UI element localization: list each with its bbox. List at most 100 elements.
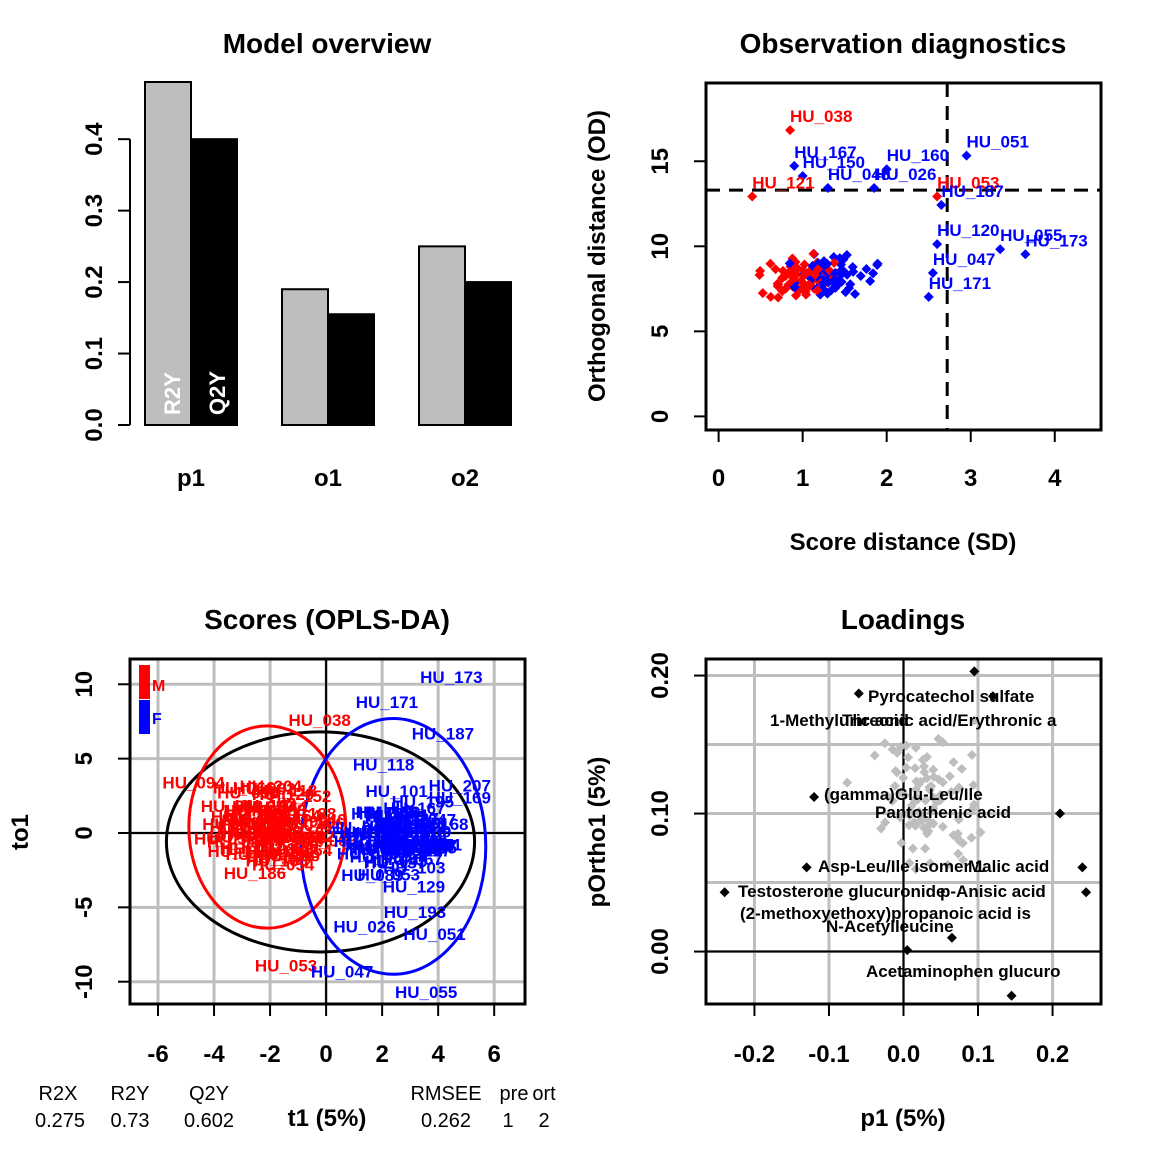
diagnostics-point-f (819, 277, 830, 288)
overview-y-tick-label: 0.3 (81, 194, 108, 227)
loadings-grey-point (890, 765, 901, 776)
scores-point-label-m: HU_172 (211, 807, 273, 826)
loadings-grey-point (880, 817, 891, 828)
scores-point-label-f: HU_053 (358, 866, 420, 885)
scores-point-label-m: HU_150 (210, 818, 272, 837)
overview-bar-q2y-o1 (327, 313, 375, 427)
scores-point-label: HU_051 (403, 925, 465, 944)
scores-point-label-m: HU_040 (284, 811, 346, 830)
diagnostics-point-label: HU_160 (887, 146, 949, 165)
scores-point-label-f: HU_085 (377, 834, 439, 853)
loadings-x-tick-label: 0.2 (1036, 1041, 1069, 1068)
model-overview-panel: Model overview 0.0 0.1 0.2 0.3 0.4 p1 o1 o2 R2… (81, 28, 512, 492)
model-summary: R2X R2Y Q2Y RMSEE pre ort 0.275 0.73 0.6… (35, 1083, 556, 1132)
diagnostics-point-label: HU_121 (752, 173, 814, 192)
scores-point-label-f: HU_167 (383, 799, 445, 818)
overview-title: Model overview (223, 28, 432, 59)
scores-point-label: HU_055 (395, 983, 457, 1002)
loadings-point-label: Acetaminophen glucuro (866, 962, 1061, 981)
scores-point-label-f: HU_115 (332, 823, 393, 842)
loadings-grey-point (966, 832, 977, 843)
scores-y-tick-label: 5 (71, 752, 98, 765)
diagnostics-plot-box (704, 81, 1103, 432)
loadings-grey-point (887, 795, 898, 806)
loadings-y-label: pOrtho1 (5%) (584, 757, 611, 908)
diagnostics-point-m (790, 290, 801, 301)
scores-point-label-f: HU_101 (365, 782, 427, 801)
scores-point-label-f: HU_195 (392, 792, 454, 811)
scores-point-label-f: HU_185 (345, 836, 407, 855)
loadings-grey-point (910, 820, 921, 831)
scores-point-label-m: HU_146 (226, 805, 288, 824)
scores-point-label-m: HU_160 (248, 842, 310, 861)
scores-point-label-m: HU_188 (274, 805, 336, 824)
loadings-grey-point (903, 820, 914, 831)
scores-point-label: HU_168 (406, 815, 468, 834)
scores-point-label: HU_207 (429, 776, 491, 795)
diagnostics-labeled-point (932, 239, 943, 250)
diagnostics-point-f (868, 268, 879, 279)
loadings-grey-point (901, 740, 912, 751)
loadings-x-tick-label: 0.1 (961, 1041, 994, 1068)
scores-point-label: HU_053 (255, 956, 317, 975)
scores-point-label-m: HU_122 (222, 824, 284, 843)
legend-label-f: F (152, 711, 162, 728)
scores-y-tick-label: -10 (71, 964, 98, 999)
scores-point-label-m: HU_148 (202, 815, 264, 834)
loadings-highlight-point (902, 945, 913, 956)
scores-y-tick-label: 10 (71, 671, 98, 698)
loadings-highlight-point (719, 887, 730, 898)
loadings-point-label: p-Anisic acid (940, 882, 1046, 901)
diagnostics-labeled-point (822, 182, 833, 193)
scores-point-label-m: HU_106 (282, 814, 344, 833)
scores-point-label-f: HU_099 (337, 845, 399, 864)
diagnostics-point-label: HU_173 (1025, 231, 1087, 250)
loadings-y-tick-label: 0.00 (647, 928, 674, 975)
diagnostics-labeled-point (747, 191, 758, 202)
loadings-point-label: Pantothenic acid (875, 803, 1011, 822)
diagnostics-point-m (829, 257, 840, 268)
scores-point-label-m: HU_110 (263, 824, 324, 843)
scores-point-label-m: HU_164 (259, 806, 322, 825)
scores-point-label-m: HU_080 (225, 807, 287, 826)
diagnostics-title: Observation diagnostics (740, 28, 1067, 59)
scores-point-label-m: HU_050 (232, 797, 294, 816)
loadings-point-label: 1-Methyluric acid (770, 711, 909, 730)
loadings-grey-point (948, 757, 959, 768)
loadings-point-label: Testosterone glucuronide (738, 882, 946, 901)
scores-point-label: HU_187 (412, 724, 474, 743)
diagnostics-point-label: HU_055 (1000, 226, 1062, 245)
diagnostics-y-label: Orthogonal distance (OD) (584, 110, 611, 402)
loadings-grey-point (954, 782, 965, 793)
diagnostics-point-f (822, 258, 833, 269)
scores-point-labels: HU_040 HU_047HU_054HU_061HU_068HU_075HU_0… (162, 668, 491, 1002)
diagnostics-point-m (765, 291, 776, 302)
scores-point-label: HU_038 (288, 711, 350, 730)
diagnostics-point-label: HU_120 (937, 221, 999, 240)
scores-point-label-m: HU_136 (234, 825, 296, 844)
scores-point-label-f: HU_111 (366, 837, 427, 856)
diagnostics-point-m (765, 258, 776, 269)
scores-point-label-m: HU_082 (233, 780, 295, 799)
overview-category-label: p1 (177, 465, 205, 492)
diagnostics-labeled-point (789, 160, 800, 171)
loadings-background-points (842, 715, 986, 875)
scores-point-label-m: HU_186 (224, 864, 286, 883)
diagnostics-labeled-point (1020, 249, 1031, 260)
scores-point-label-m: HU_062 (221, 839, 283, 858)
loadings-grey-point (918, 761, 929, 772)
diagnostics-panel: Observation diagnostics 0 1 2 3 4 0 5 10 15 HU_0… (584, 28, 1103, 556)
scores-point-label-f: HU_155 (385, 835, 447, 854)
scores-point-label-f: HU_201 (367, 806, 429, 825)
scores-y-tick-label: -5 (71, 897, 98, 918)
scores-point-label-f: HU_123 (362, 817, 424, 836)
summary-header-q2y: Q2Y (189, 1083, 229, 1105)
diagnostics-point-label: HU_026 (874, 165, 936, 184)
scores-point-label-f: HU_141 (382, 825, 444, 844)
loadings-grey-point (975, 827, 986, 838)
scores-point-label-f: HU_169 (368, 831, 430, 850)
scores-point-label-m: HU_124 (262, 830, 325, 849)
overview-bar-r2y-o1 (281, 288, 329, 426)
scores-point-label-f: HU_171 (352, 838, 414, 857)
diagnostics-cutoff-lines (706, 83, 1101, 430)
